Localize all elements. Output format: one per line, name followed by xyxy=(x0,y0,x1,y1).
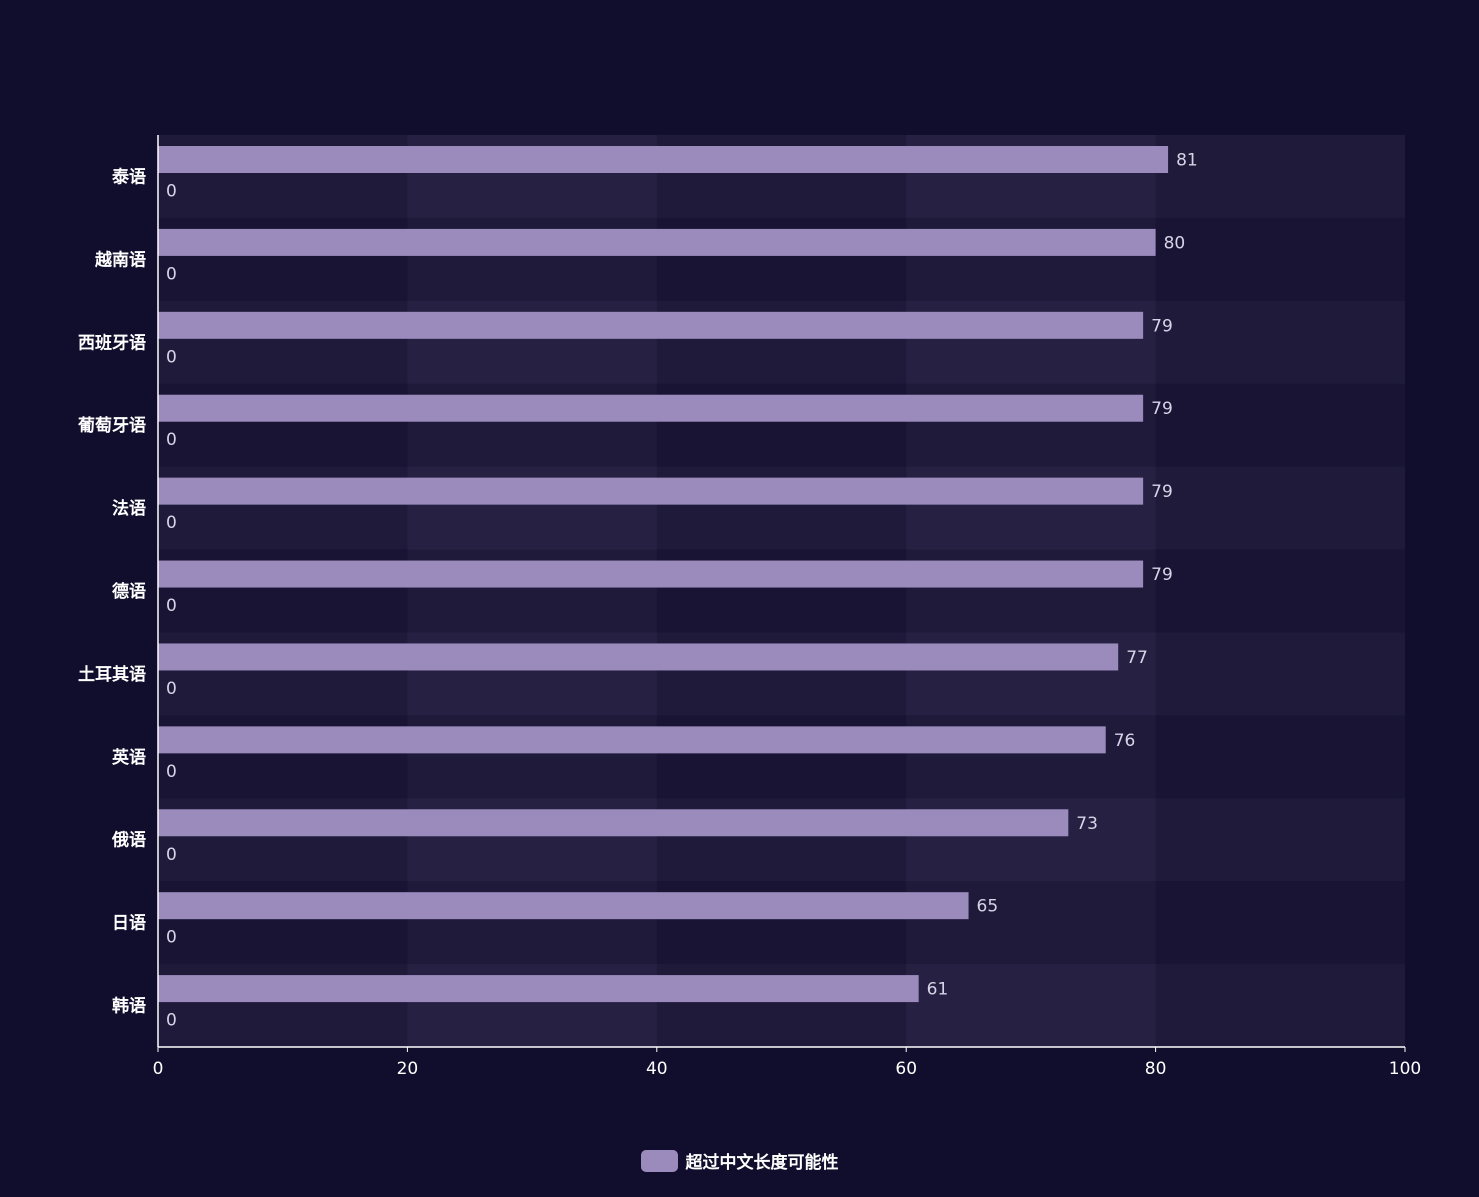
bar[interactable] xyxy=(158,228,1156,256)
data-label-secondary: 0 xyxy=(166,928,177,948)
data-label: 76 xyxy=(1114,731,1136,751)
data-label: 79 xyxy=(1151,399,1173,419)
data-label-secondary: 0 xyxy=(166,679,177,699)
bar[interactable] xyxy=(158,311,1144,339)
bar[interactable] xyxy=(158,394,1144,422)
bar[interactable] xyxy=(158,560,1144,588)
plot-bg-cell xyxy=(1155,964,1405,1047)
bar[interactable] xyxy=(158,146,1169,173)
plot-bg-cell xyxy=(1155,715,1405,799)
category-label: 西班牙语 xyxy=(78,333,146,353)
bar[interactable] xyxy=(158,975,919,1003)
plot-bg-cell xyxy=(1155,300,1405,384)
plot-bg-cell xyxy=(1155,466,1405,550)
category-label: 法语 xyxy=(112,498,146,519)
data-label: 79 xyxy=(1151,316,1173,336)
data-label: 61 xyxy=(927,980,949,1000)
category-label: 俄语 xyxy=(111,830,146,851)
plot-bg-cell xyxy=(1155,217,1405,301)
category-label: 越南语 xyxy=(94,249,146,270)
x-tick-label: 20 xyxy=(397,1059,419,1079)
bar[interactable] xyxy=(158,477,1144,505)
category-label: 日语 xyxy=(112,914,146,934)
plot-bg-cell xyxy=(906,964,1156,1047)
x-tick-label: 100 xyxy=(1389,1059,1421,1079)
data-label-secondary: 0 xyxy=(166,264,177,284)
category-label: 德语 xyxy=(112,581,146,602)
data-label-secondary: 0 xyxy=(166,596,177,616)
category-label: 韩语 xyxy=(112,996,146,1017)
plot-bg-cell xyxy=(1155,632,1405,716)
labels: 81 0 泰语 80 0 越南语 79 0 西班牙语 79 0 葡萄牙语 79 0 法语 79 0 德语 77 0 土耳… xyxy=(77,151,1421,1080)
plot-bg-cell xyxy=(1155,135,1405,218)
x-tick-label: 60 xyxy=(895,1059,917,1079)
category-label: 泰语 xyxy=(112,166,146,187)
category-label: 土耳其语 xyxy=(78,664,146,685)
data-label-secondary: 0 xyxy=(166,845,177,865)
legend-label[interactable]: 超过中文长度可能性 xyxy=(685,1153,839,1173)
data-label: 79 xyxy=(1151,482,1173,502)
data-label: 73 xyxy=(1076,814,1098,834)
category-label: 英语 xyxy=(112,747,146,768)
x-tick-label: 0 xyxy=(153,1059,164,1079)
data-label: 81 xyxy=(1176,151,1198,171)
plot-bg-cell xyxy=(1155,881,1405,965)
bar[interactable] xyxy=(158,726,1106,754)
legend-swatch[interactable] xyxy=(640,1149,678,1172)
x-tick-label: 40 xyxy=(646,1059,668,1079)
data-label: 80 xyxy=(1164,233,1186,253)
data-label-secondary: 0 xyxy=(166,762,177,782)
data-label-secondary: 0 xyxy=(166,430,177,450)
plot-bg-cell xyxy=(1155,549,1405,633)
plot-bg-cell xyxy=(1155,383,1405,467)
category-label: 葡萄牙语 xyxy=(77,415,146,436)
bar[interactable] xyxy=(158,809,1069,837)
bar[interactable] xyxy=(158,892,969,920)
data-label-secondary: 0 xyxy=(166,182,177,202)
data-label-secondary: 0 xyxy=(166,513,177,533)
legend: 超过中文长度可能性 xyxy=(0,1148,1479,1173)
x-tick-label: 80 xyxy=(1145,1059,1167,1079)
plot-bg-cell xyxy=(1155,798,1405,882)
data-label: 77 xyxy=(1126,648,1148,668)
bars xyxy=(158,146,1169,1003)
bar[interactable] xyxy=(158,643,1119,671)
data-label-secondary: 0 xyxy=(166,347,177,367)
data-label-secondary: 0 xyxy=(166,1011,177,1031)
data-label: 79 xyxy=(1151,565,1173,585)
data-label: 65 xyxy=(977,897,999,917)
